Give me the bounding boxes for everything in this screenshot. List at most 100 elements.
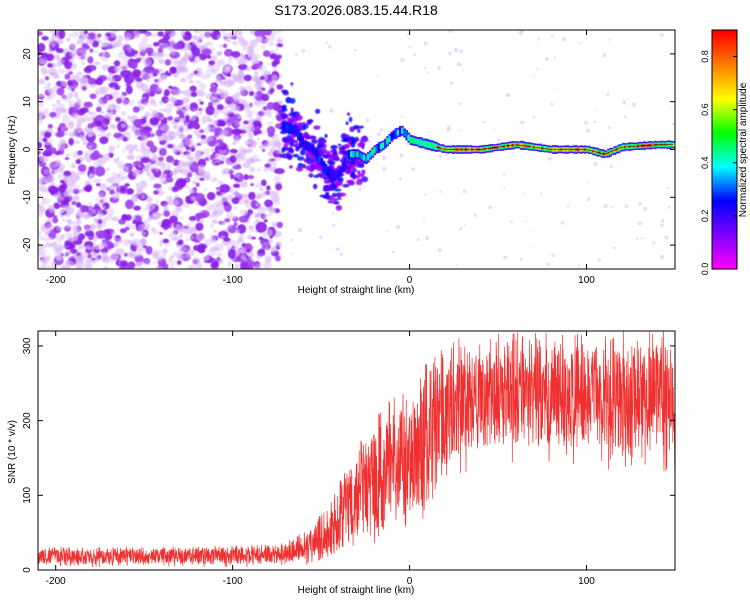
colorbar-step xyxy=(712,87,737,91)
band-core xyxy=(422,141,426,145)
noise-blob xyxy=(136,148,140,152)
snr-ytick-label: 300 xyxy=(22,337,33,354)
noise-blob xyxy=(145,47,154,54)
noise-blob xyxy=(262,106,268,111)
noise-blob xyxy=(175,213,180,217)
onset-blob xyxy=(313,174,320,178)
noise-blob xyxy=(267,80,273,86)
noise-blob xyxy=(190,196,196,202)
faint-dot xyxy=(336,247,340,252)
faint-dot xyxy=(439,190,442,193)
noise-blob xyxy=(235,105,240,111)
noise-blob xyxy=(100,111,104,114)
colorbar-step xyxy=(712,101,737,105)
noise-blob xyxy=(113,66,121,72)
faint-dot xyxy=(638,201,642,206)
noise-blob xyxy=(222,105,228,111)
noise-blob xyxy=(251,236,257,240)
colorbar-step xyxy=(712,95,737,99)
noise-blob xyxy=(176,260,182,265)
noise-blob xyxy=(48,177,54,183)
noise-blob xyxy=(165,70,169,76)
noise-blob xyxy=(159,147,167,157)
faint-dot xyxy=(643,206,648,211)
noise-blob xyxy=(156,221,162,225)
noise-blob xyxy=(76,212,84,219)
noise-blob xyxy=(234,228,240,234)
noise-blob xyxy=(215,77,223,84)
faint-dot xyxy=(519,120,524,125)
noise-blob xyxy=(188,79,194,84)
colorbar-step xyxy=(712,147,737,151)
noise-blob xyxy=(249,157,256,164)
noise-blob xyxy=(58,167,65,173)
noise-blob xyxy=(226,80,236,86)
colorbar-step xyxy=(712,139,737,143)
faint-dot xyxy=(659,254,665,260)
noise-blob xyxy=(124,130,130,135)
noise-blob xyxy=(85,245,92,250)
noise-blob xyxy=(190,235,195,240)
noise-blob xyxy=(206,68,214,76)
noise-blob xyxy=(74,108,81,114)
noise-blob xyxy=(156,87,164,93)
noise-blob xyxy=(39,155,49,164)
spectrogram-ytick-label: 10 xyxy=(22,96,33,108)
noise-blob xyxy=(64,73,71,80)
noise-blob xyxy=(71,201,77,206)
onset-blob xyxy=(312,183,318,190)
faint-dot xyxy=(445,154,448,157)
noise-blob xyxy=(92,30,98,34)
noise-blob xyxy=(266,229,273,237)
faint-dot xyxy=(553,56,557,59)
colorbar-step xyxy=(712,163,737,167)
noise-blob xyxy=(61,226,66,230)
colorbar-label: Normalized spectral amplitude xyxy=(738,82,749,217)
noise-blob xyxy=(189,215,197,222)
colorbar-step xyxy=(712,63,737,67)
noise-blob xyxy=(198,82,207,90)
onset-blob xyxy=(349,126,355,133)
noise-blob xyxy=(89,149,94,154)
noise-blob xyxy=(75,260,84,269)
noise-blob xyxy=(197,168,204,173)
band-core xyxy=(418,140,421,144)
noise-blob xyxy=(103,185,109,191)
noise-blob xyxy=(170,266,175,269)
noise-blob xyxy=(227,248,237,260)
faint-dot xyxy=(411,167,415,172)
noise-blob xyxy=(132,169,139,177)
colorbar-step xyxy=(712,227,737,230)
noise-blob xyxy=(180,30,186,37)
noise-blob xyxy=(263,30,272,36)
onset-blob xyxy=(339,148,343,154)
faint-dot xyxy=(519,258,523,261)
noise-blob xyxy=(144,63,150,68)
noise-blob xyxy=(209,154,215,161)
noise-blob xyxy=(164,135,174,141)
noise-blob xyxy=(165,176,174,183)
noise-blob xyxy=(247,52,257,61)
onset-blob xyxy=(306,151,311,156)
colorbar-step xyxy=(712,219,737,222)
noise-blob xyxy=(164,88,170,97)
noise-blob xyxy=(166,199,174,206)
noise-blob xyxy=(96,88,101,94)
colorbar-step xyxy=(712,157,737,161)
noise-blob xyxy=(163,210,171,217)
faint-dot xyxy=(532,245,534,248)
colorbar-step xyxy=(712,125,737,129)
colorbar-step xyxy=(712,77,737,81)
noise-blob xyxy=(275,112,280,116)
noise-blob xyxy=(199,263,203,267)
noise-blob xyxy=(210,148,215,152)
onset-blob xyxy=(305,165,313,171)
noise-blob xyxy=(192,108,197,112)
noise-blob xyxy=(191,47,201,57)
faint-dot xyxy=(437,65,441,70)
noise-blob xyxy=(171,160,175,164)
band-core xyxy=(322,164,326,168)
noise-blob xyxy=(262,50,271,57)
noise-blob xyxy=(83,101,93,108)
figure-title: S173.2026.083.15.44.R18 xyxy=(274,2,438,18)
